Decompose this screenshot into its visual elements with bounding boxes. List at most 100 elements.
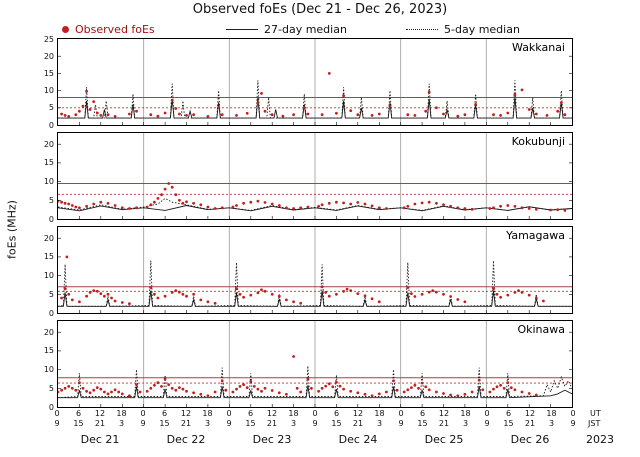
ut-axis-label: UT [590,409,601,418]
x-tick-label-ut: 12 [352,409,364,418]
x-tick-label-ut: 6 [505,409,512,418]
y-axis-title: foEs (MHz) [5,200,19,259]
x-tick-label-ut: 0 [226,409,232,418]
y-tick-label: 20 [43,139,54,149]
x-tick-label-ut: 18 [116,409,127,418]
x-axis-labels: UT JST 2023 0 9 6 15 12 21 18 3 Dec 21 0 9 6 15 12 21 1… [0,408,640,457]
x-tick-label-jst: 3 [548,419,555,428]
x-tick-label-jst: 9 [484,419,490,428]
y-tick-label: 15 [43,158,54,168]
panel-plot-3 [58,321,572,407]
x-tick-label-ut: 0 [570,409,576,418]
x-tick-label-jst: 3 [290,419,297,428]
y-tick-label: 10 [43,86,54,96]
station-label-wakkanai: Wakkanai [512,41,565,54]
x-tick-label-jst: 3 [118,419,125,428]
x-tick-label-jst: 21 [94,419,106,428]
x-tick-label-ut: 6 [247,409,254,418]
y-tick-label: 0 [48,402,54,412]
x-tick-label-ut: 18 [460,409,471,418]
x-tick-label-jst: 9 [312,419,318,428]
x-tick-label-jst: 15 [245,419,256,428]
x-tick-label-jst: 21 [524,419,536,428]
y-tick-label: 15 [43,68,54,78]
x-tick-label-ut: 12 [266,409,278,418]
x-tick-label-jst: 9 [226,419,232,428]
x-tick-label-jst: 9 [140,419,146,428]
panel-plot-0 [58,39,572,125]
legend-label-27day: 27-day median [264,22,347,36]
x-tick-label-ut: 0 [54,409,60,418]
chart-title: Observed foEs (Dec 21 - Dec 26, 2023) [192,2,448,17]
y-tick-label: 15 [43,252,54,262]
y-tick-label: 0 [48,120,54,130]
y-tick-label: 10 [43,271,54,281]
y-tick-label: 5 [48,383,54,393]
y-tick-label: 10 [43,365,54,375]
x-tick-label-ut: 6 [333,409,340,418]
panel-kokubunji: Kokubunji [57,132,573,220]
day-label: Dec 22 [166,433,206,446]
station-label-yamagawa: Yamagawa [506,229,565,242]
x-tick-label-ut: 12 [524,409,536,418]
x-tick-label-ut: 0 [484,409,490,418]
day-label: Dec 26 [510,433,550,446]
jst-axis-label: JST [588,419,601,428]
observed-dot-icon [62,25,69,33]
x-tick-label-ut: 12 [180,409,192,418]
x-tick-label-jst: 3 [376,419,383,428]
x-tick-label-ut: 6 [75,409,82,418]
legend-item-27day: 27-day median [226,22,347,36]
x-tick-label-ut: 18 [288,409,299,418]
x-tick-label-ut: 18 [202,409,213,418]
y-tick-label: 20 [43,327,54,337]
day-label: Dec 21 [80,433,120,446]
x-tick-label-ut: 0 [312,409,318,418]
dotted-line-icon [406,28,438,30]
x-tick-label-ut: 12 [94,409,106,418]
x-tick-label-ut: 18 [374,409,385,418]
panel-wakkanai: Wakkanai [57,38,573,126]
y-tick-label: 5 [48,289,54,299]
x-tick-label-jst: 9 [54,419,60,428]
x-tick-label-jst: 21 [352,419,364,428]
day-label: Dec 24 [338,433,378,446]
station-label-kokubunji: Kokubunji [511,135,565,148]
y-tick-label: 15 [43,346,54,356]
legend: Observed foEs 27-day median 5-day median [0,22,640,38]
legend-label-5day: 5-day median [444,22,520,36]
y-tick-label: 0 [48,214,54,224]
x-tick-label-jst: 3 [204,419,211,428]
y-tick-label: 5 [48,195,54,205]
x-tick-label-jst: 21 [180,419,192,428]
y-tick-label: 10 [43,177,54,187]
x-tick-label-jst: 15 [331,419,342,428]
day-label: Dec 23 [252,433,292,446]
panel-plot-1 [58,133,572,219]
x-tick-label-jst: 21 [438,419,450,428]
x-tick-label-ut: 12 [438,409,450,418]
legend-item-5day: 5-day median [406,22,520,36]
panel-plot-2 [58,227,572,313]
x-tick-label-jst: 15 [73,419,84,428]
x-tick-label-ut: 6 [161,409,168,418]
x-tick-label-ut: 0 [140,409,146,418]
x-tick-label-jst: 21 [266,419,278,428]
panel-yamagawa: Yamagawa [57,226,573,314]
x-tick-label-jst: 9 [398,419,404,428]
y-tick-label: 20 [43,51,54,61]
x-tick-label-ut: 0 [398,409,404,418]
x-tick-label-ut: 6 [419,409,426,418]
y-tick-label: 20 [43,233,54,243]
x-tick-label-jst: 3 [462,419,469,428]
legend-item-observed: Observed foEs [62,22,155,36]
x-tick-label-ut: 18 [546,409,557,418]
year-label: 2023 [586,433,614,446]
x-tick-label-jst: 15 [503,419,514,428]
x-tick-label-jst: 15 [417,419,428,428]
y-tick-label: 25 [43,34,54,44]
solid-line-icon [226,28,258,30]
legend-label-observed: Observed foEs [75,22,155,36]
y-tick-label: 0 [48,308,54,318]
